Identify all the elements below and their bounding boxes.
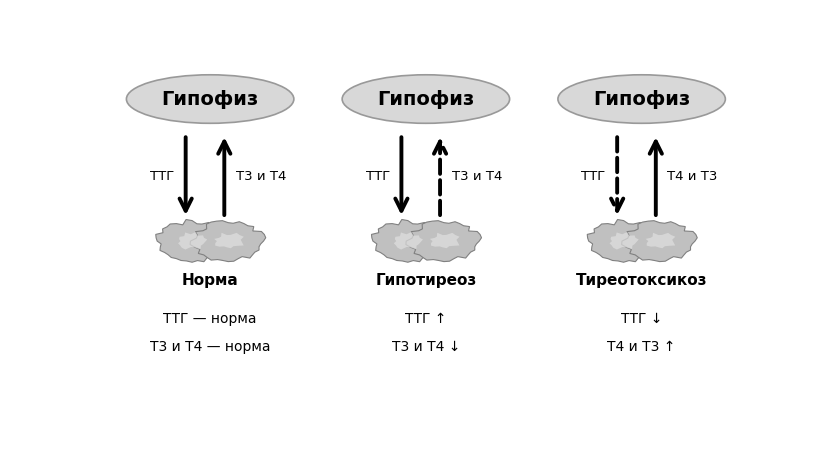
Text: Тиреотоксикоз: Тиреотоксикоз	[576, 274, 707, 288]
Polygon shape	[214, 233, 243, 248]
Text: ТТГ ↓: ТТГ ↓	[621, 312, 662, 326]
Polygon shape	[406, 220, 481, 261]
Polygon shape	[178, 232, 207, 250]
Polygon shape	[371, 220, 445, 262]
Text: ТТГ: ТТГ	[582, 170, 606, 183]
Text: ТТГ: ТТГ	[150, 170, 174, 183]
Polygon shape	[155, 220, 229, 262]
Text: ТТГ: ТТГ	[366, 170, 390, 183]
Text: Т3 и Т4: Т3 и Т4	[452, 170, 502, 183]
Ellipse shape	[342, 75, 509, 123]
Polygon shape	[588, 220, 661, 262]
Text: Т3 и Т4 — норма: Т3 и Т4 — норма	[150, 340, 270, 354]
FancyBboxPatch shape	[638, 237, 645, 245]
Text: Гипофиз: Гипофиз	[593, 90, 691, 108]
Ellipse shape	[558, 75, 725, 123]
Text: Гипофиз: Гипофиз	[161, 90, 258, 108]
Text: Т4 и Т3 ↑: Т4 и Т3 ↑	[607, 340, 676, 354]
Text: Т4 и Т3: Т4 и Т3	[667, 170, 718, 183]
Polygon shape	[394, 232, 423, 250]
Polygon shape	[622, 220, 697, 261]
Polygon shape	[430, 233, 460, 248]
FancyBboxPatch shape	[423, 237, 429, 245]
FancyBboxPatch shape	[207, 237, 214, 245]
Text: ТТГ — норма: ТТГ — норма	[164, 312, 257, 326]
Text: Гипофиз: Гипофиз	[377, 90, 475, 108]
Text: Норма: Норма	[182, 274, 238, 288]
Text: Т3 и Т4: Т3 и Т4	[236, 170, 286, 183]
Ellipse shape	[126, 75, 294, 123]
Polygon shape	[646, 233, 676, 248]
Text: ТТГ ↑: ТТГ ↑	[406, 312, 446, 326]
Text: Т3 и Т4 ↓: Т3 и Т4 ↓	[391, 340, 460, 354]
Polygon shape	[190, 220, 266, 261]
Text: Гипотиреоз: Гипотиреоз	[376, 274, 476, 288]
Polygon shape	[610, 232, 639, 250]
